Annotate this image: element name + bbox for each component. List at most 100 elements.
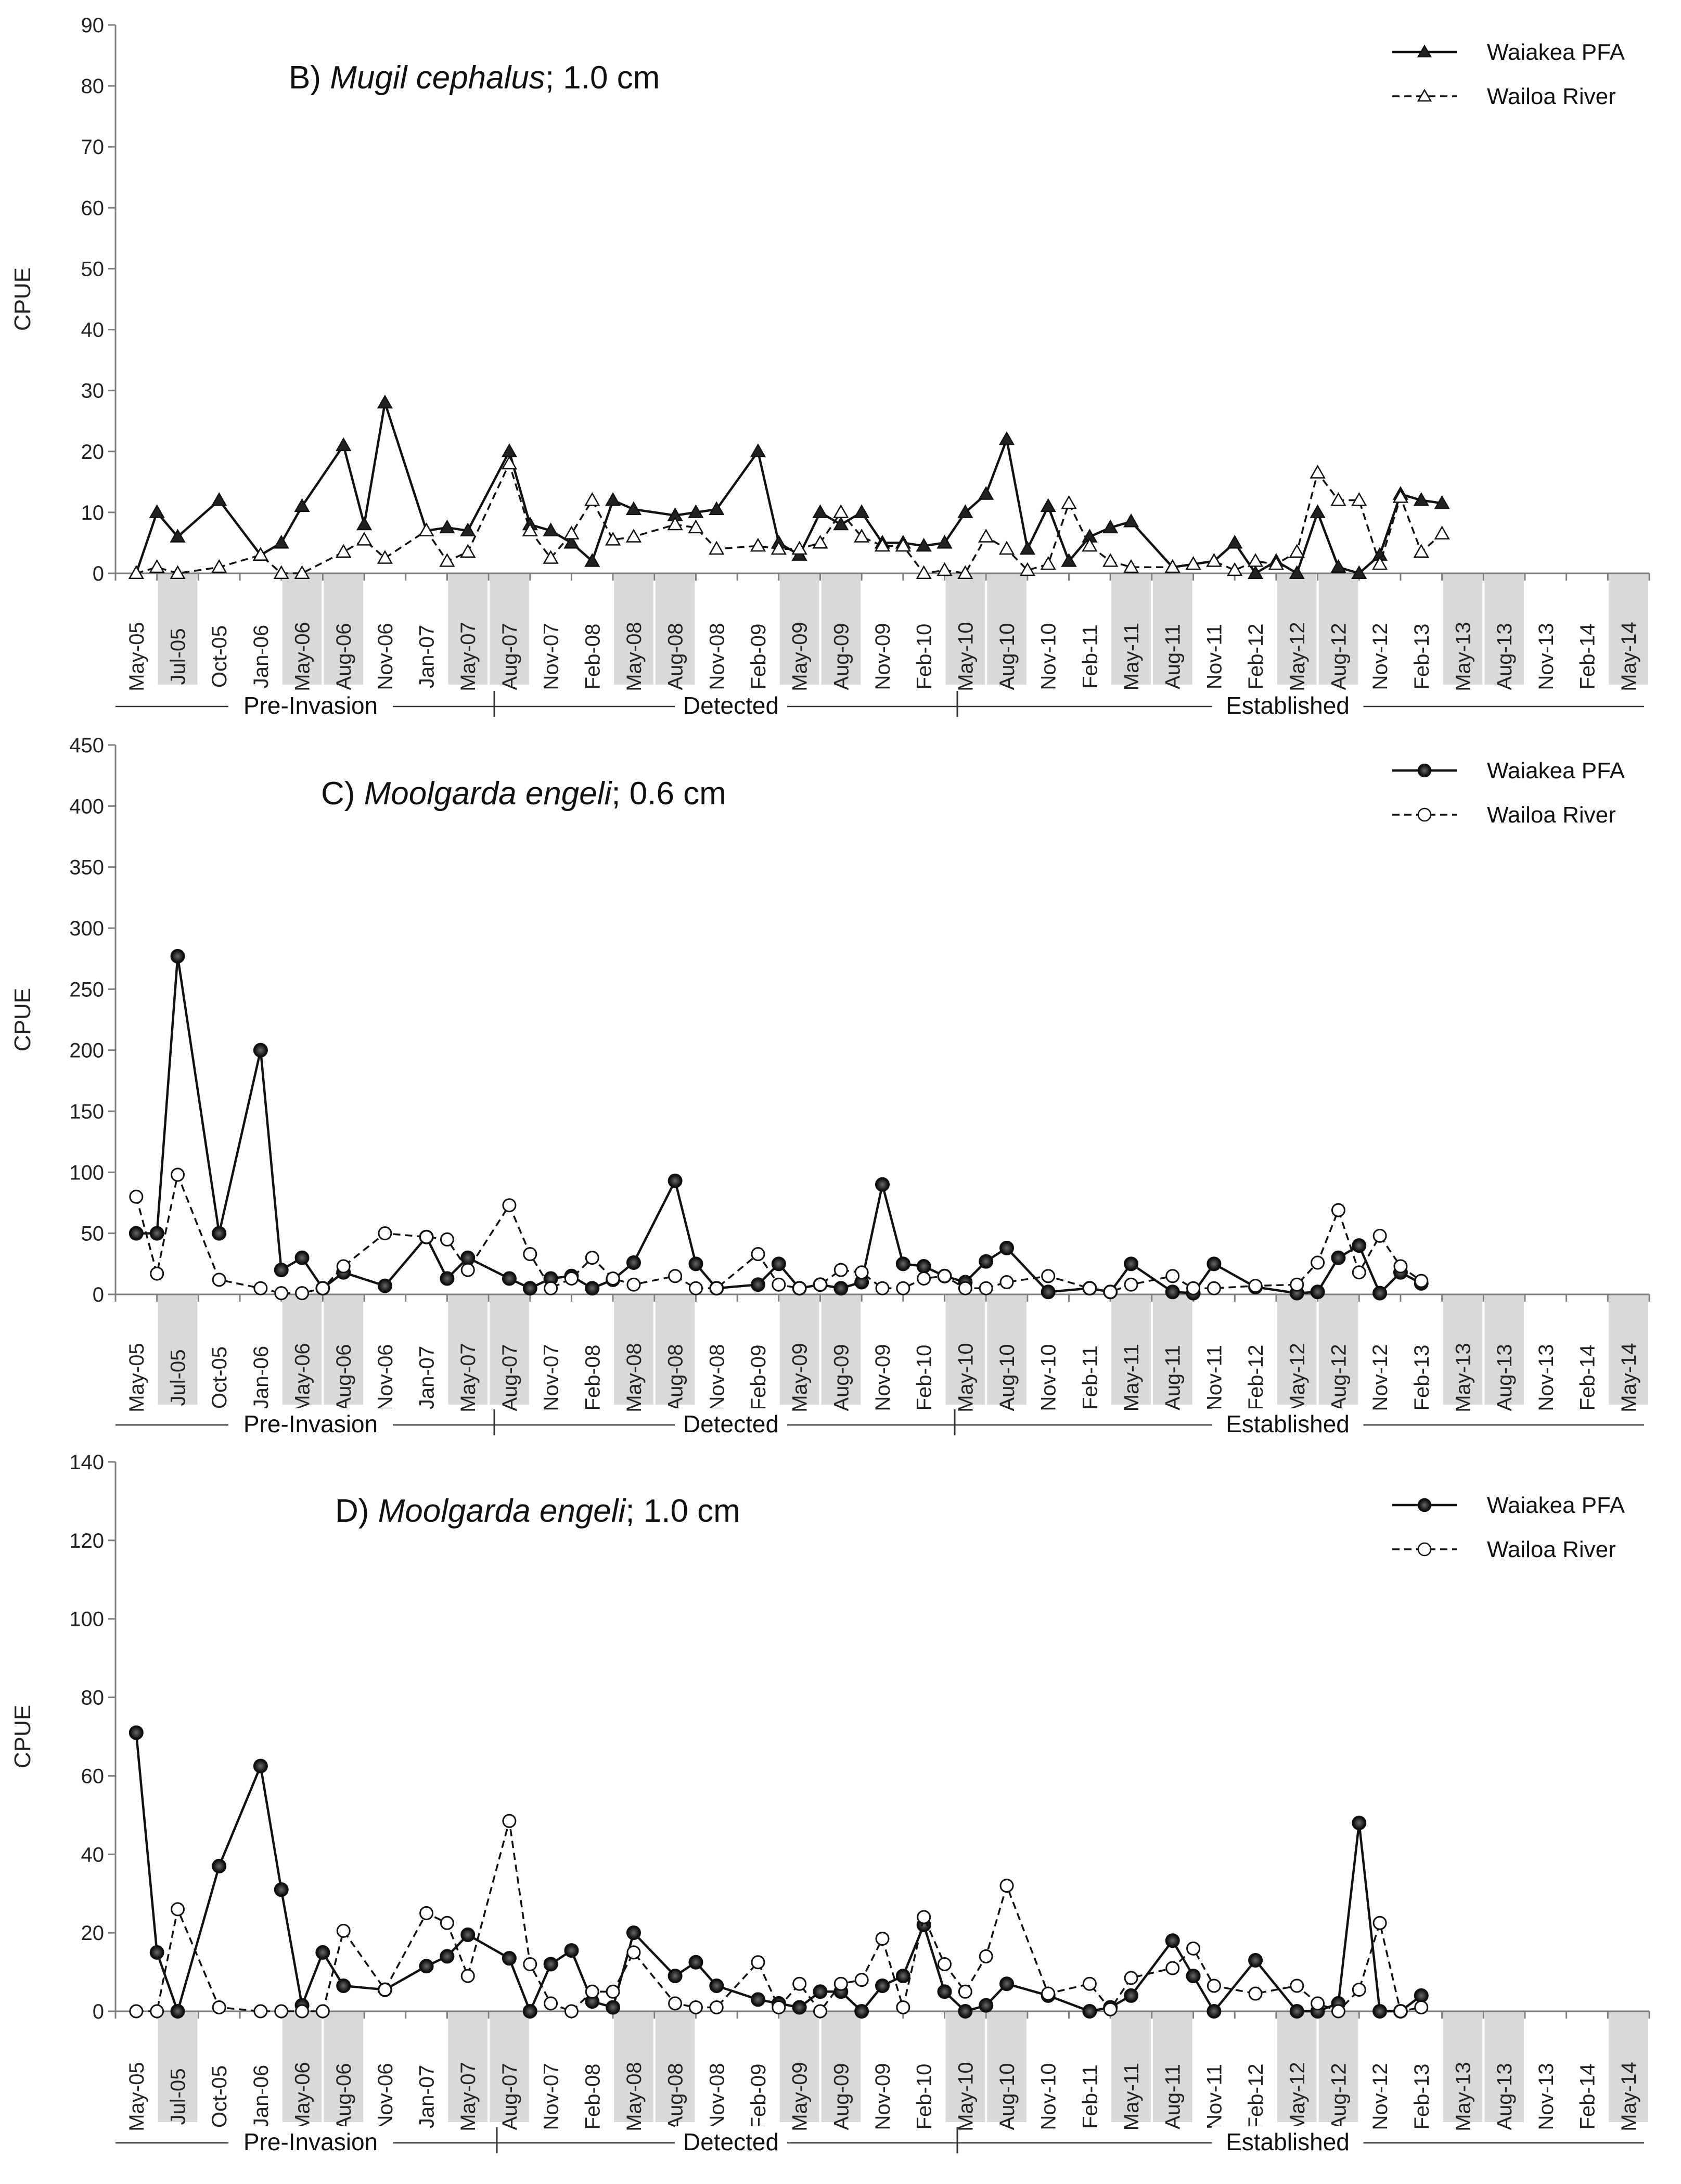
data-point — [1102, 553, 1119, 567]
x-tick-label: May-13 — [1452, 2062, 1474, 2131]
series-waiakea-pfa — [129, 1725, 1429, 2019]
data-point — [1082, 2004, 1097, 2019]
data-point — [771, 541, 787, 555]
data-point — [1247, 565, 1264, 579]
shaded-band — [324, 1294, 364, 1405]
data-point — [626, 1925, 641, 1941]
y-tick-label: 20 — [81, 441, 105, 464]
data-point — [979, 1998, 994, 2013]
data-point — [1227, 562, 1243, 576]
shaded-band — [1443, 1294, 1483, 1405]
data-point — [544, 1996, 558, 2011]
period-label-bg — [1212, 2126, 1364, 2156]
data-point — [771, 1256, 786, 1271]
shaded-band — [1152, 2011, 1192, 2122]
legend-label: Wailoa River — [1487, 802, 1616, 828]
data-point — [1351, 492, 1367, 506]
data-point — [688, 504, 704, 518]
x-tick-label: Jan-07 — [416, 625, 439, 688]
data-point — [772, 2000, 786, 2014]
x-tick-label: Aug-07 — [498, 1344, 521, 1411]
x-tick-label: Aug-12 — [1327, 2063, 1350, 2130]
data-point — [1186, 1281, 1201, 1295]
data-point — [1248, 1279, 1263, 1293]
data-point — [792, 2000, 807, 2015]
x-tick-label: May-12 — [1286, 1343, 1309, 1412]
chart-title-suffix: ; 1.0 cm — [625, 1493, 740, 1529]
x-tick-label: May-12 — [1286, 622, 1309, 691]
data-point — [917, 1910, 931, 1924]
x-tick-label: Nov-11 — [1203, 1345, 1226, 1410]
data-point — [1330, 559, 1346, 573]
data-point — [998, 541, 1015, 555]
data-point — [1207, 2004, 1222, 2019]
shaded-band — [1484, 573, 1524, 685]
data-point — [1290, 1277, 1304, 1292]
data-point — [1061, 495, 1077, 509]
x-tick-label: Aug-10 — [996, 1344, 1019, 1411]
data-point — [585, 1984, 599, 1999]
data-point — [294, 565, 310, 579]
x-tick-label: May-08 — [623, 622, 646, 691]
data-point — [1352, 1265, 1366, 1280]
data-point — [563, 534, 580, 549]
x-tick-label: Feb-11 — [1079, 2064, 1101, 2129]
y-tick-label: 140 — [69, 1451, 104, 1474]
data-point — [1393, 2004, 1408, 2019]
data-point — [211, 492, 227, 506]
shaded-band — [779, 573, 819, 685]
data-point — [626, 1277, 641, 1292]
series-line — [136, 461, 1443, 574]
data-point — [875, 1177, 890, 1192]
data-point — [170, 2004, 185, 2019]
data-point — [129, 1226, 144, 1241]
data-point — [979, 1254, 994, 1269]
shaded-band — [655, 1294, 695, 1405]
y-tick-label: 250 — [69, 978, 104, 1001]
data-point — [813, 2004, 827, 2019]
data-point — [212, 1226, 227, 1241]
shaded-band — [1111, 573, 1151, 685]
series-line — [136, 1820, 1422, 2013]
y-tick-label: 20 — [81, 1922, 105, 1945]
data-point — [356, 516, 373, 531]
x-tick-label: Aug-11 — [1162, 624, 1185, 689]
period-label-bg — [675, 690, 787, 720]
data-point — [916, 565, 932, 579]
x-tick-label: May-09 — [789, 2062, 812, 2131]
x-tick-label: Nov-12 — [1369, 1344, 1392, 1411]
period-label: Established — [1226, 1410, 1350, 1437]
data-point — [419, 1906, 434, 1920]
chart-title-suffix: ; 0.6 cm — [611, 776, 726, 812]
data-point — [1290, 1979, 1304, 1993]
period-label-bg — [675, 1408, 787, 1438]
data-point — [1019, 562, 1036, 576]
y-tick-label: 80 — [81, 1687, 105, 1710]
data-point — [709, 1978, 724, 1993]
period-label: Pre-Invasion — [243, 1410, 378, 1437]
data-point — [605, 492, 621, 506]
data-point — [502, 1814, 517, 1828]
data-point — [750, 1277, 765, 1292]
data-point — [1352, 1815, 1367, 1830]
data-point — [1413, 544, 1429, 558]
legend-label: Waiakea PFA — [1487, 40, 1625, 65]
shaded-band — [821, 573, 861, 685]
data-point — [1434, 525, 1450, 539]
data-point — [522, 2004, 537, 2019]
legend-marker — [1417, 88, 1432, 102]
shaded-band — [1484, 1294, 1524, 1405]
x-tick-label: Nov-07 — [540, 2063, 563, 2130]
data-point — [709, 501, 725, 516]
data-point — [1372, 2004, 1388, 2019]
data-point — [129, 1189, 144, 1204]
x-tick-label: Aug-13 — [1493, 1344, 1516, 1411]
data-point — [460, 1927, 476, 1942]
data-point — [523, 1957, 537, 1971]
data-point — [1206, 553, 1222, 567]
data-point — [170, 529, 186, 543]
data-point — [999, 1275, 1014, 1290]
data-point — [149, 1226, 164, 1241]
chart-panel-2: 0 50 100 150 200 250 300 350 400 450 CPUE May-05 Jul… — [10, 734, 1650, 1438]
data-point — [1393, 1259, 1408, 1274]
